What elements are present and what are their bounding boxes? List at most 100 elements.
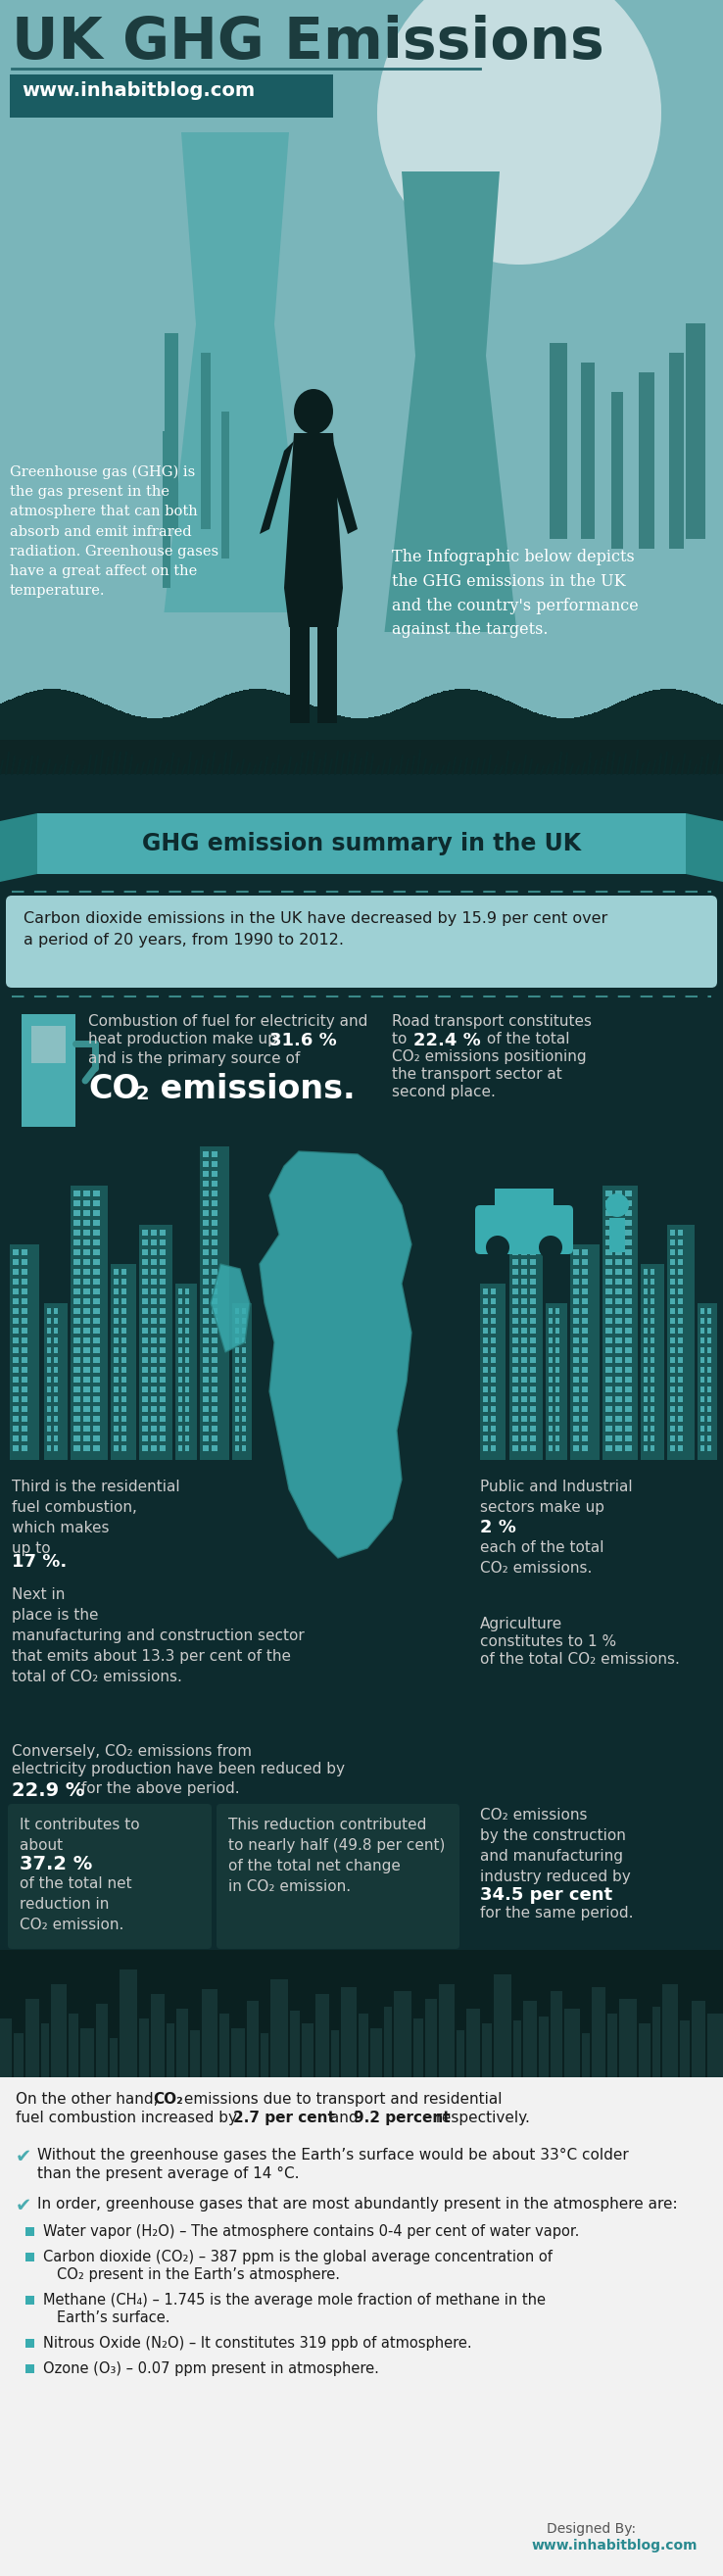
Bar xyxy=(375,716,376,747)
Bar xyxy=(160,1319,166,1324)
Bar xyxy=(83,1417,90,1422)
Bar xyxy=(619,701,621,747)
Bar xyxy=(721,706,723,747)
Bar xyxy=(625,1278,632,1285)
Bar xyxy=(93,1260,100,1265)
Bar xyxy=(74,1358,80,1363)
Bar xyxy=(605,1368,612,1373)
Bar xyxy=(57,688,59,747)
Bar xyxy=(157,719,159,747)
Bar xyxy=(151,1396,157,1401)
Bar xyxy=(555,1425,560,1432)
Bar xyxy=(483,1319,488,1324)
Bar xyxy=(670,1288,675,1293)
Bar xyxy=(706,698,707,747)
Bar xyxy=(151,1229,157,1236)
Bar xyxy=(204,703,206,747)
Bar xyxy=(607,708,609,747)
Bar xyxy=(497,698,500,747)
Bar xyxy=(114,1435,119,1443)
Bar xyxy=(678,1396,683,1401)
Bar xyxy=(142,1396,148,1401)
Bar xyxy=(119,711,121,747)
Bar xyxy=(530,1298,536,1303)
Bar xyxy=(670,1260,675,1265)
Bar xyxy=(513,1425,518,1432)
Bar xyxy=(24,693,25,747)
Bar xyxy=(13,1249,19,1255)
Bar xyxy=(179,1337,182,1342)
Text: Carbon dioxide emissions in the UK have decreased by 15.9 per cent over: Carbon dioxide emissions in the UK have … xyxy=(24,912,607,925)
Bar xyxy=(525,708,527,747)
Bar xyxy=(521,1239,527,1244)
Text: 9.2 percent: 9.2 percent xyxy=(354,2110,450,2125)
Bar xyxy=(678,1358,683,1363)
Bar xyxy=(121,1270,127,1275)
Bar xyxy=(43,690,45,747)
Bar xyxy=(555,1386,560,1394)
Bar xyxy=(605,1249,612,1255)
Bar xyxy=(202,1151,209,1157)
Bar xyxy=(625,1358,632,1363)
Bar xyxy=(483,1298,488,1303)
Bar xyxy=(202,1172,209,1177)
Bar xyxy=(125,714,127,747)
Bar xyxy=(631,698,633,747)
Bar xyxy=(491,1327,496,1334)
Bar xyxy=(707,1417,711,1422)
Bar xyxy=(643,1278,648,1285)
Text: Agriculture: Agriculture xyxy=(480,1618,562,1631)
Bar xyxy=(121,1298,127,1303)
Bar xyxy=(14,698,16,747)
Bar xyxy=(10,1244,39,1461)
Bar xyxy=(678,1376,683,1383)
Bar xyxy=(185,1298,189,1303)
Bar xyxy=(519,706,521,747)
Bar xyxy=(701,1368,704,1373)
Bar xyxy=(31,690,33,747)
Bar xyxy=(510,701,511,747)
Polygon shape xyxy=(385,173,517,631)
Bar xyxy=(638,2022,651,2076)
Bar xyxy=(513,1358,518,1363)
Bar xyxy=(121,1425,127,1432)
Bar xyxy=(47,688,49,747)
Bar xyxy=(458,688,461,747)
Bar xyxy=(185,1368,189,1373)
Bar xyxy=(674,690,676,747)
Bar xyxy=(202,1368,209,1373)
Bar xyxy=(212,1172,218,1177)
Bar xyxy=(651,1358,654,1363)
Bar xyxy=(83,1200,90,1206)
Bar xyxy=(605,1239,612,1244)
Bar xyxy=(114,1288,119,1293)
Text: for the above period.: for the above period. xyxy=(77,1783,239,1795)
Bar xyxy=(633,696,635,747)
Bar xyxy=(701,1425,704,1432)
Bar xyxy=(513,1309,518,1314)
Bar xyxy=(701,1327,704,1334)
Bar xyxy=(638,693,641,747)
Bar xyxy=(93,1309,100,1314)
Bar xyxy=(202,1396,209,1401)
Ellipse shape xyxy=(377,0,662,265)
Bar xyxy=(605,1406,612,1412)
Bar xyxy=(678,1327,683,1334)
Bar xyxy=(54,1368,58,1373)
Bar xyxy=(605,1337,612,1342)
Bar xyxy=(582,1260,588,1265)
Bar xyxy=(74,1435,80,1443)
Bar xyxy=(513,1229,518,1236)
Bar xyxy=(392,711,394,747)
Bar xyxy=(530,1368,536,1373)
Bar xyxy=(491,1358,496,1363)
Text: Conversely, CO₂ emissions from: Conversely, CO₂ emissions from xyxy=(12,1744,252,1759)
Bar xyxy=(25,2251,34,2262)
Bar xyxy=(25,693,27,747)
Bar xyxy=(74,1260,80,1265)
Bar xyxy=(39,690,41,747)
Bar xyxy=(202,1162,209,1167)
Bar xyxy=(2,703,4,747)
Bar xyxy=(513,1445,518,1450)
Bar xyxy=(549,1425,552,1432)
